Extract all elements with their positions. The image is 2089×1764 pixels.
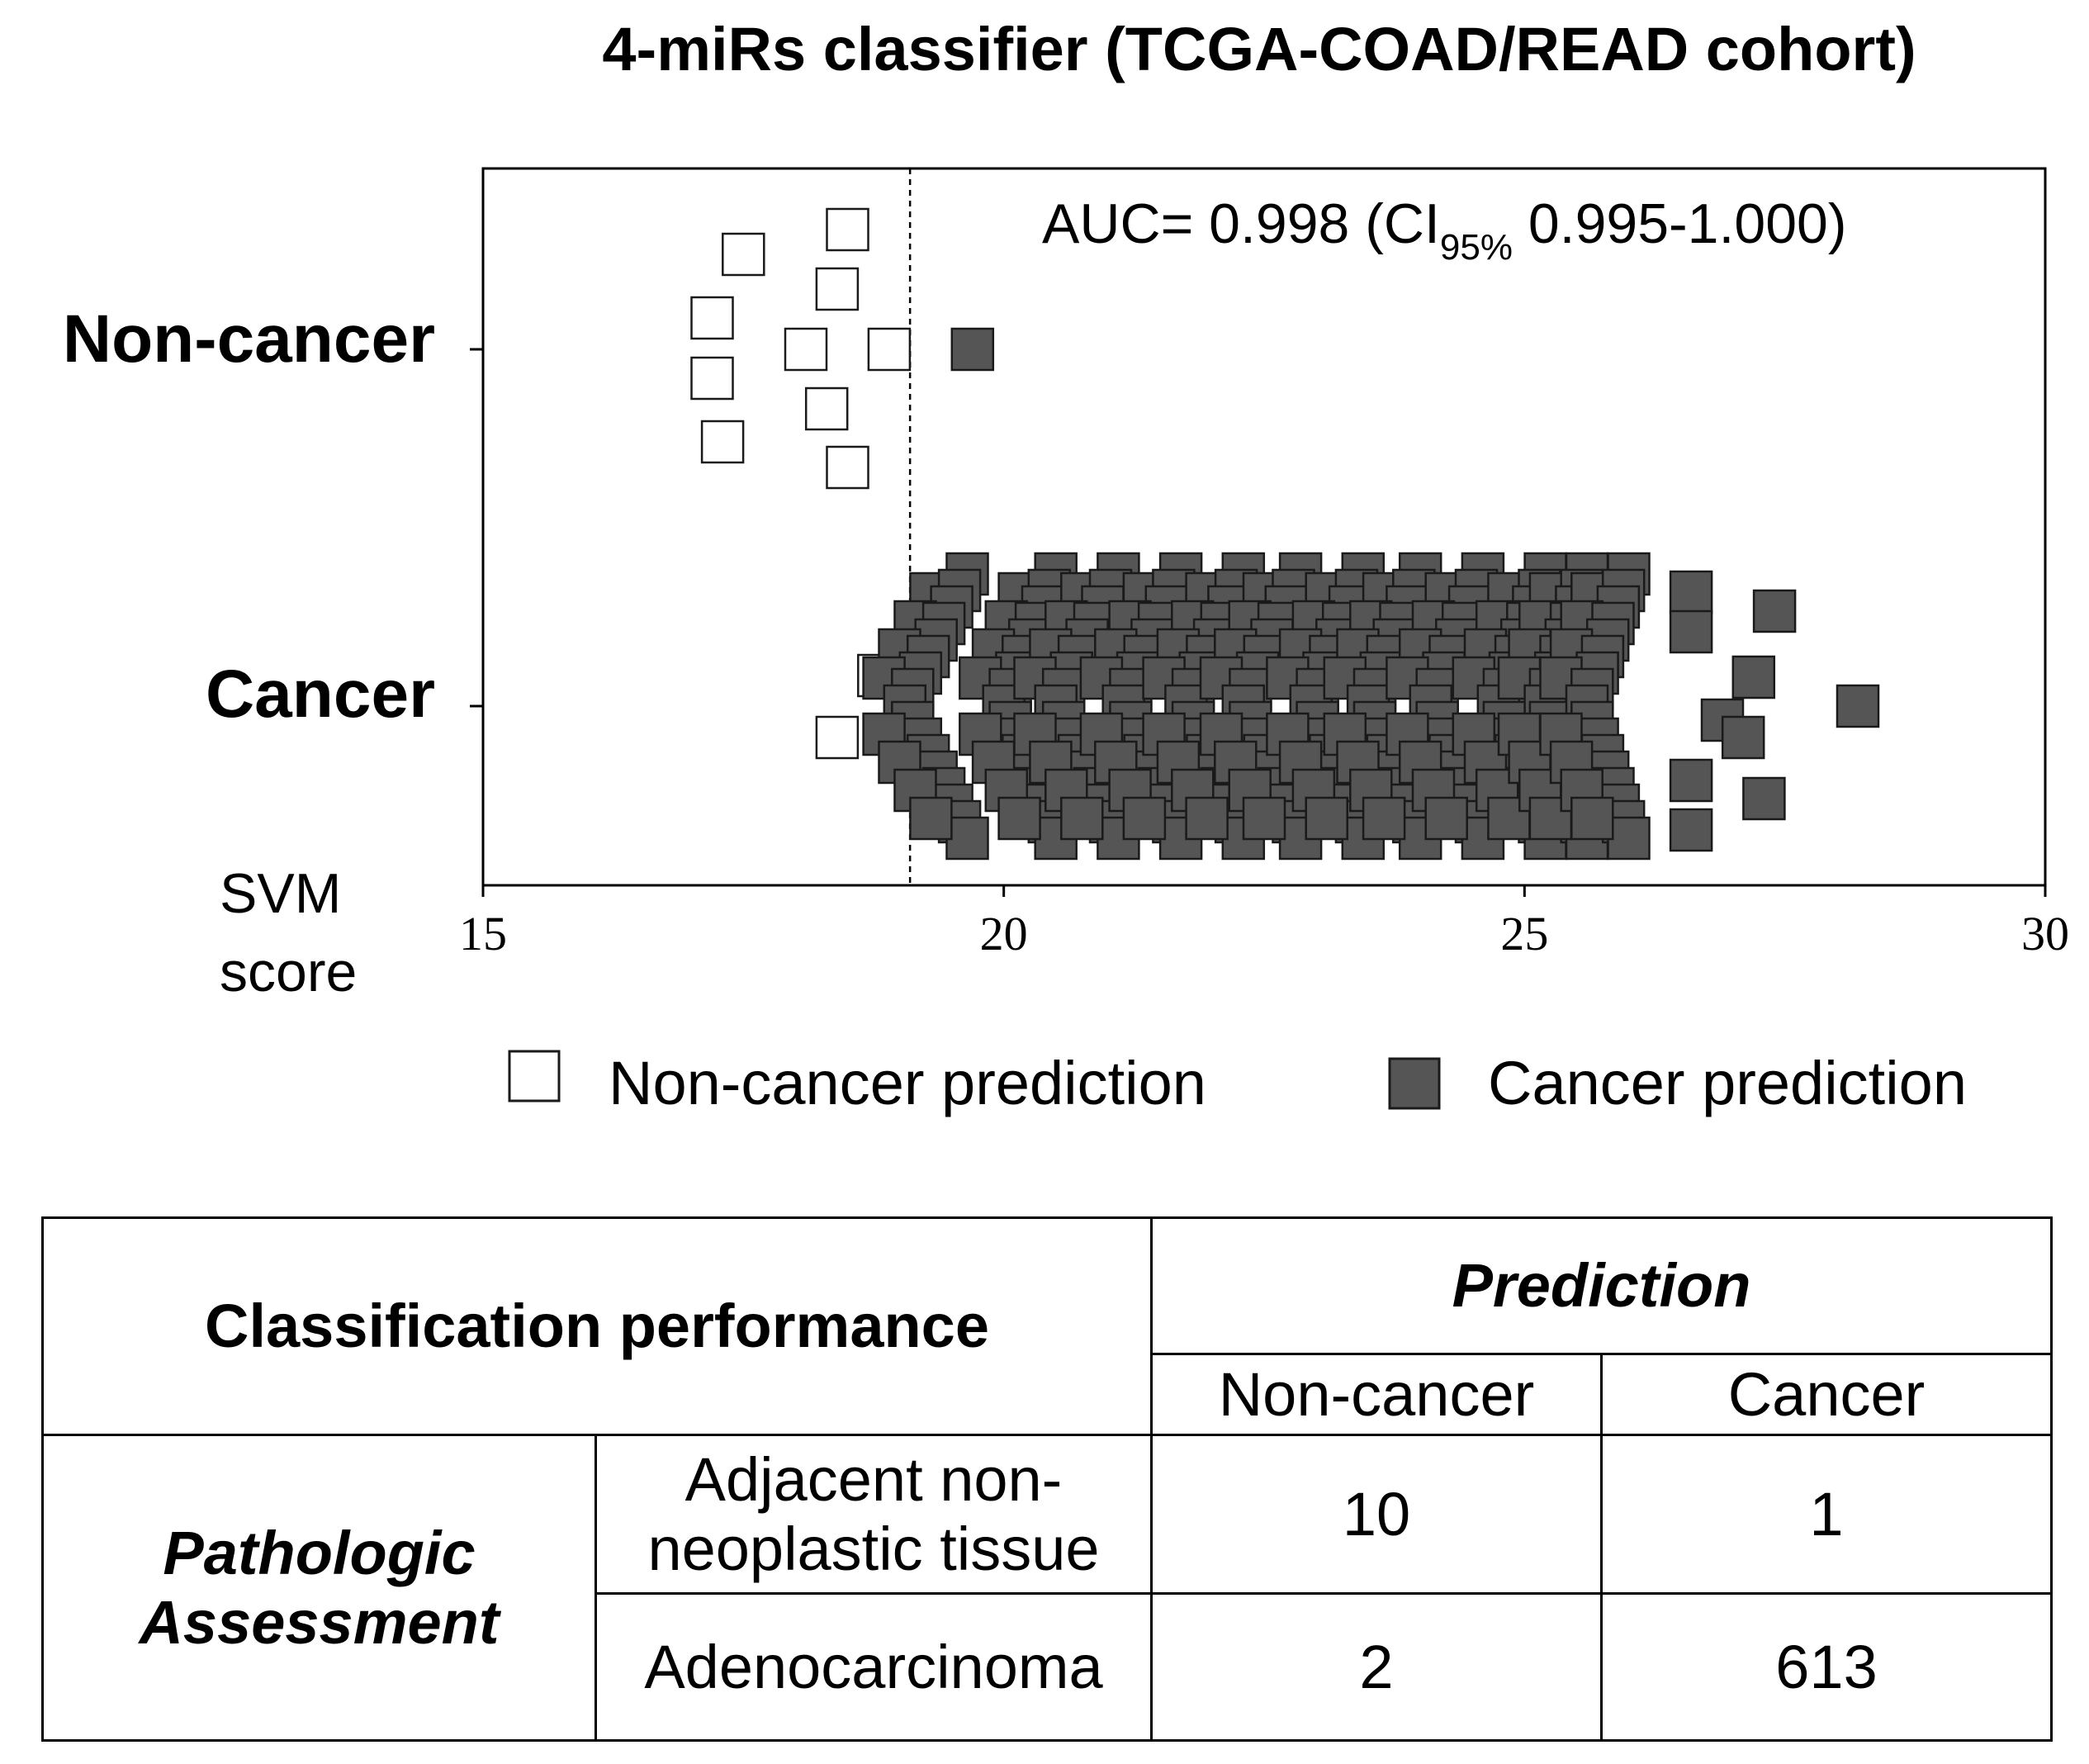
data-point-cancer-prediction	[1185, 796, 1229, 841]
cell-adjacent-cancer: 1	[1600, 1434, 2053, 1595]
category-label-non-cancer: Non-cancer	[63, 301, 435, 377]
data-point-non-cancer-prediction	[784, 327, 828, 372]
data-point-cancer-prediction	[945, 816, 989, 861]
legend-label-non-cancer: Non-cancer prediction	[609, 1049, 1206, 1117]
data-point-cancer-prediction	[1752, 589, 1797, 633]
data-point-cancer-prediction	[1742, 776, 1786, 821]
data-point-cancer-prediction	[1570, 796, 1614, 841]
x-axis-label-line1: SVM	[220, 862, 341, 925]
data-point-cancer-prediction	[997, 796, 1041, 841]
data-point-cancer-prediction	[1669, 609, 1713, 654]
prediction-header: Prediction	[1150, 1216, 2053, 1355]
category-label-cancer: Cancer	[206, 657, 435, 732]
chart-title: 4-miRs classifier (TCGA-COAD/READ cohort…	[602, 15, 1916, 83]
x-tick-label: 15	[459, 907, 507, 960]
data-point-cancer-prediction	[1305, 796, 1348, 841]
column-header-non-cancer: Non-cancer	[1150, 1353, 1603, 1436]
x-tick-label: 20	[980, 907, 1028, 960]
row-label-adjacent-line1: Adjacent non-	[684, 1444, 1063, 1514]
data-point-cancer-prediction	[1669, 570, 1713, 614]
cell-adjacent-non-cancer: 10	[1150, 1434, 1603, 1595]
cell-adenocarcinoma-non-cancer: 2	[1150, 1592, 1603, 1742]
data-point-non-cancer-prediction	[815, 267, 860, 311]
classification-performance-table: Classification performance Prediction No…	[41, 1216, 2053, 1742]
data-point-non-cancer-prediction	[867, 327, 912, 372]
data-point-cancer-prediction	[1669, 808, 1713, 852]
legend-swatch-non-cancer	[508, 1050, 561, 1102]
data-point-non-cancer-prediction	[722, 232, 765, 277]
legend-swatch-cancer	[1388, 1057, 1441, 1110]
data-point-cancer-prediction	[1721, 715, 1765, 760]
column-header-cancer: Cancer	[1600, 1353, 2053, 1436]
data-point-non-cancer-prediction	[826, 207, 869, 252]
row-group-line2: Assessment	[139, 1587, 500, 1657]
data-point-cancer-prediction	[1836, 684, 1880, 728]
data-point-non-cancer-prediction	[815, 715, 860, 760]
x-tick-label: 30	[2021, 907, 2069, 960]
cell-adenocarcinoma-cancer: 613	[1600, 1592, 2053, 1742]
points-layer	[690, 207, 1880, 861]
row-group-line1: Pathologic	[163, 1518, 476, 1587]
row-label-adjacent-line2: neoplastic tissue	[647, 1514, 1100, 1583]
data-point-non-cancer-prediction	[690, 296, 734, 340]
data-point-cancer-prediction	[1424, 796, 1468, 841]
data-point-non-cancer-prediction	[690, 356, 734, 401]
data-point-cancer-prediction	[950, 327, 995, 372]
data-point-cancer-prediction	[1669, 758, 1713, 803]
data-point-cancer-prediction	[1242, 796, 1286, 841]
data-point-cancer-prediction	[1122, 796, 1167, 841]
table-title-cell: Classification performance	[41, 1216, 1153, 1436]
row-label-adenocarcinoma: Adenocarcinoma	[594, 1592, 1153, 1742]
x-axis-label-line2: score	[220, 941, 357, 1003]
data-point-cancer-prediction	[1607, 816, 1651, 861]
data-point-cancer-prediction	[1060, 796, 1104, 841]
x-tick-label: 25	[1500, 907, 1548, 960]
x-axis: 15 20 25 30	[459, 885, 2069, 960]
data-point-non-cancer-prediction	[700, 420, 745, 464]
data-point-cancer-prediction	[1362, 796, 1406, 841]
data-point-non-cancer-prediction	[804, 386, 849, 431]
data-point-cancer-prediction	[909, 796, 953, 841]
row-label-adjacent-tissue: Adjacent non-neoplastic tissue	[594, 1434, 1153, 1595]
scatter-chart: 4-miRs classifier (TCGA-COAD/READ cohort…	[63, 15, 2069, 1117]
row-group-pathologic-assessment: Pathologic Assessment	[41, 1434, 597, 1742]
legend-label-cancer: Cancer prediction	[1488, 1049, 1967, 1117]
data-point-non-cancer-prediction	[826, 445, 869, 490]
auc-annotation: AUC= 0.998 (CI95% 0.995-1.000)	[1042, 192, 1846, 268]
data-point-cancer-prediction	[1731, 655, 1776, 699]
